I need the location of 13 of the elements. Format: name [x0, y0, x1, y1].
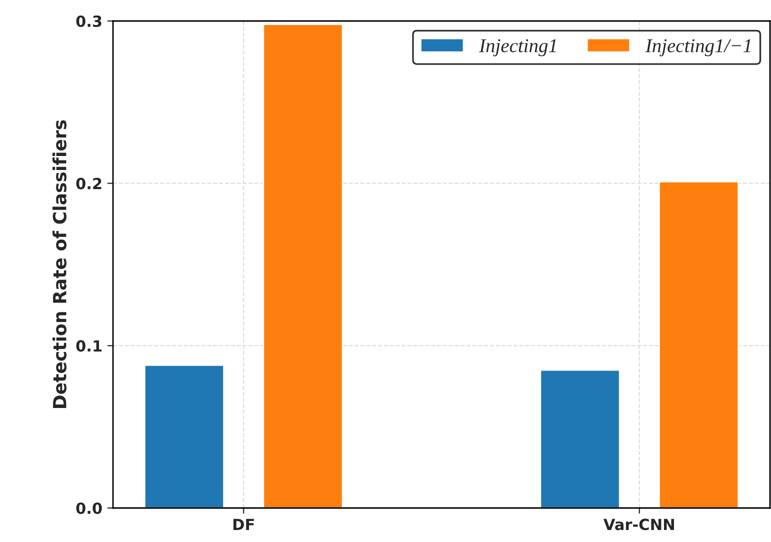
y-tick-label: 0.1	[76, 340, 102, 352]
bar	[262, 24, 344, 508]
legend-label: Injecting1	[479, 39, 556, 56]
bar	[658, 181, 740, 508]
y-tick-label: 0.2	[76, 178, 102, 190]
y-axis-title: Detection Rate of Classifiers	[52, 120, 66, 408]
x-tick-label: DF	[233, 518, 254, 530]
legend-label: Injecting1/−1	[645, 39, 750, 56]
bar	[540, 369, 620, 508]
y-tick-label: 0.3	[76, 15, 102, 28]
x-tick-label: Var-CNN	[603, 518, 674, 530]
y-tick-label: 0.0	[76, 502, 102, 514]
bar	[144, 364, 225, 508]
